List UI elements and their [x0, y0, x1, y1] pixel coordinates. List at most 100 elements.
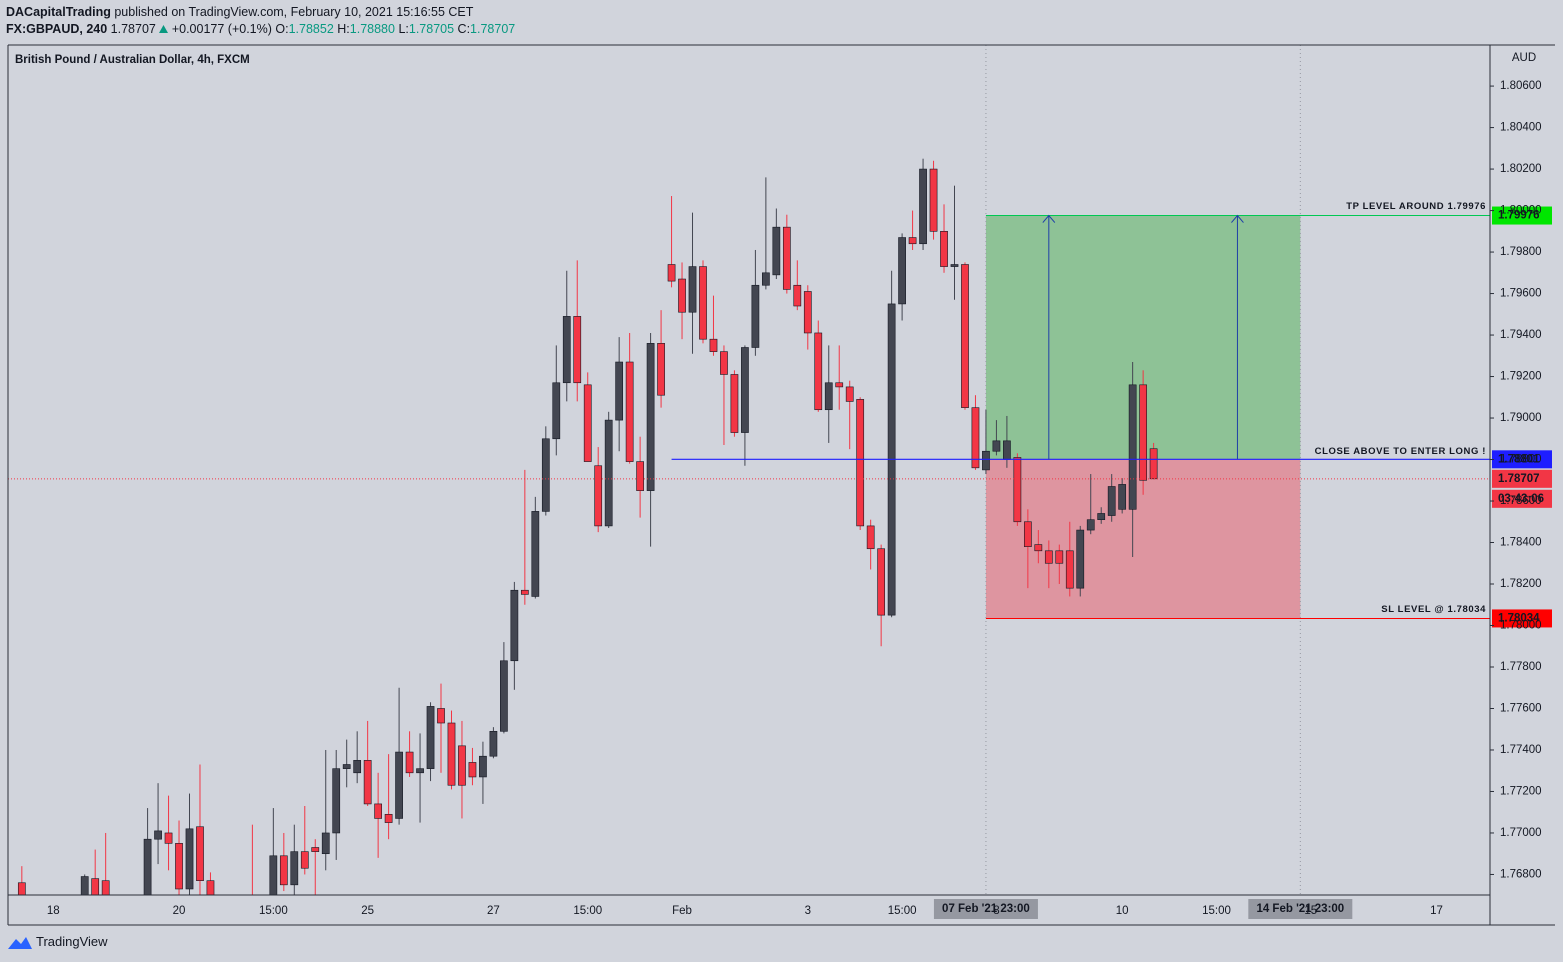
x-highlight-label: 07 Feb '21 23:00 — [942, 903, 1030, 915]
candle-body — [793, 284, 802, 307]
symbol: FX:GBPAUD, 240 — [6, 22, 108, 36]
x-tick-label: 25 — [361, 905, 374, 917]
candle-body — [845, 386, 854, 402]
candle-body — [552, 382, 561, 440]
candle-body — [479, 755, 487, 778]
candle-body — [667, 264, 676, 282]
y-tick-label: 1.78800 — [1500, 454, 1542, 466]
x-tick-label: Feb — [672, 905, 692, 917]
candle-body — [447, 722, 456, 786]
candle-body — [416, 768, 424, 774]
candle-body — [1065, 550, 1074, 589]
candle-body — [426, 706, 435, 769]
candle-body — [185, 828, 194, 890]
candle-body — [458, 745, 466, 786]
y-tick-label: 1.77800 — [1500, 661, 1542, 673]
candle-body — [919, 168, 927, 245]
candle-body — [342, 764, 351, 769]
x-highlight-label: 14 Feb '21 23:00 — [1256, 903, 1344, 915]
y-tick-label: 1.77000 — [1500, 827, 1542, 839]
candle-body — [290, 851, 299, 886]
candle-body — [699, 266, 707, 340]
candle-body — [1086, 519, 1095, 531]
candle-body — [1128, 384, 1137, 510]
countdown-badge: 03:43:06 — [1498, 493, 1544, 505]
y-tick-label: 1.79200 — [1500, 371, 1542, 383]
candle-body — [279, 855, 288, 886]
candle-body — [772, 226, 781, 276]
candle-body — [1149, 448, 1158, 480]
candle-body — [395, 751, 403, 819]
candle-body — [206, 880, 215, 895]
candle-body — [604, 419, 613, 527]
target-badge: 1.79976 — [1498, 210, 1540, 222]
publish-line: DACapitalTrading published on TradingVie… — [6, 4, 515, 21]
y-tick-label: 1.79400 — [1500, 329, 1542, 341]
candle-body — [751, 284, 760, 348]
candle-body — [1013, 457, 1022, 523]
candle-body — [562, 316, 571, 384]
published: published on TradingView.com, February 1… — [114, 5, 474, 19]
candle-body — [17, 882, 26, 895]
x-tick-label: 15:00 — [259, 905, 288, 917]
pane — [8, 45, 1490, 925]
candle-body — [720, 351, 728, 375]
candle-body — [898, 237, 906, 305]
x-highlight-box — [933, 899, 1038, 919]
y-tick-label: 1.80200 — [1500, 163, 1542, 175]
candle-body — [824, 382, 833, 411]
quote-line: FX:GBPAUD, 240 1.78707 +0.00177 (+0.1%) … — [6, 21, 515, 38]
stop-badge: 1.78034 — [1498, 612, 1540, 624]
y-tick-label: 1.78400 — [1500, 537, 1542, 549]
candle-body — [646, 343, 655, 491]
candle-body — [164, 832, 173, 844]
ohlc-value: 1.78707 — [470, 22, 516, 36]
candle-body — [688, 266, 697, 313]
candle-body — [175, 843, 183, 890]
candle-body — [982, 450, 990, 471]
candle-body — [101, 880, 110, 895]
annotation: SL LEVEL @ 1.78034 — [1381, 604, 1486, 615]
y-tick-label: 1.78600 — [1500, 495, 1542, 507]
x-tick-label: 15:00 — [1202, 905, 1231, 917]
candle-body — [353, 760, 362, 774]
y-tick-label: 1.78200 — [1500, 578, 1542, 590]
candle-body — [709, 338, 718, 352]
candle-body — [992, 440, 1001, 452]
y-tick-label: 1.77400 — [1500, 744, 1542, 756]
candle-body — [321, 832, 330, 855]
candle-body — [531, 511, 540, 597]
candle-body — [1003, 440, 1011, 460]
x-tick-label: 10 — [1116, 905, 1129, 917]
brand: TradingView — [36, 934, 108, 949]
y-tick-label: 1.77200 — [1500, 786, 1542, 798]
candle-body — [374, 803, 382, 819]
candle-body — [782, 226, 791, 290]
candle-body — [154, 830, 162, 840]
candle-body — [91, 878, 100, 895]
entry-badge: 1.78801 — [1498, 453, 1540, 465]
candle-body — [500, 660, 508, 732]
y-tick-label: 1.80000 — [1500, 205, 1542, 217]
x-tick-label: 20 — [173, 905, 186, 917]
y-tick-label: 1.79000 — [1500, 412, 1542, 424]
candle-body — [384, 813, 393, 823]
change: +0.00177 (+0.1%) — [171, 22, 272, 36]
ohlc-label: O: — [275, 22, 289, 36]
candle-body — [228, 937, 235, 941]
x-tick-label: 3 — [805, 905, 811, 917]
up-icon — [159, 25, 169, 33]
candle-body — [657, 343, 665, 396]
candle-body — [971, 407, 980, 469]
candle-body — [583, 384, 592, 462]
logo — [8, 936, 32, 949]
candle-body — [908, 237, 917, 245]
last: 1.78707 — [110, 22, 156, 36]
chart-title: British Pound / Australian Dollar, 4h, F… — [15, 54, 250, 66]
candle-body — [866, 525, 875, 550]
y-tick-label: 1.80400 — [1500, 122, 1542, 134]
candle-body — [625, 361, 634, 462]
candle-body — [1076, 529, 1085, 589]
candle-body — [835, 382, 844, 388]
candle-body — [405, 751, 414, 774]
